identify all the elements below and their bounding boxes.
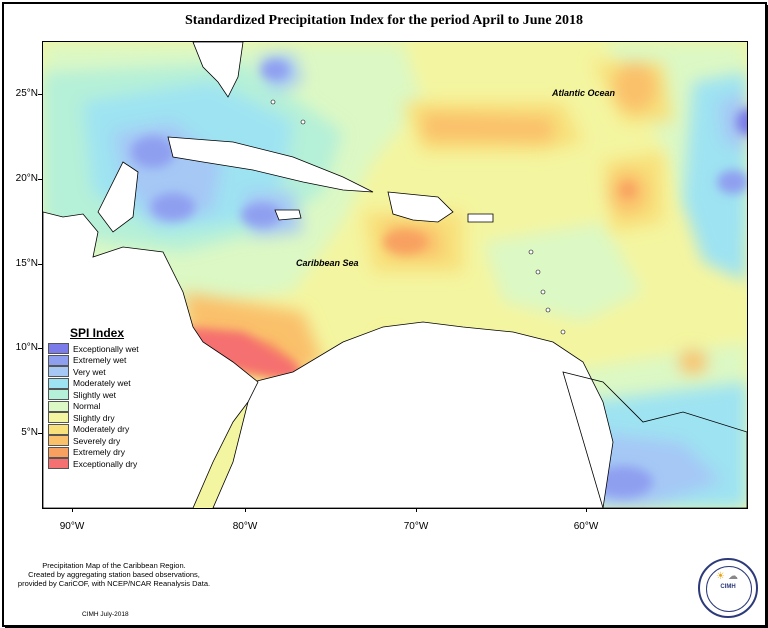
legend-item: Moderately dry bbox=[48, 423, 173, 436]
legend-item: Extremely dry bbox=[48, 446, 173, 459]
lon-tick-80w: 80°W bbox=[232, 521, 258, 532]
legend-swatch bbox=[48, 446, 69, 458]
spi-legend: SPI Index Exceptionally wet Extremely wet… bbox=[48, 326, 173, 470]
lon-tickmark bbox=[245, 508, 246, 512]
spi-map bbox=[42, 41, 748, 509]
legend-item: Extremely wet bbox=[48, 354, 173, 367]
lon-tick-90w: 90°W bbox=[59, 521, 85, 532]
legend-swatch bbox=[48, 458, 69, 470]
lat-tick-20n: 20°N bbox=[15, 173, 38, 184]
legend-item: Slightly dry bbox=[48, 412, 173, 424]
legend-swatch bbox=[48, 412, 69, 424]
lat-tickmark bbox=[38, 264, 42, 265]
legend-item: Normal bbox=[48, 400, 173, 413]
legend-item: Exceptionally wet bbox=[48, 343, 173, 355]
legend-swatch bbox=[48, 354, 69, 366]
legend-swatch bbox=[48, 423, 69, 435]
cimh-logo: ☀ ☁ CIMH bbox=[698, 558, 758, 618]
footer-line-2: Created by aggregating station based obs… bbox=[28, 570, 200, 579]
lon-tick-60w: 60°W bbox=[573, 521, 599, 532]
legend-swatch bbox=[48, 400, 69, 412]
legend-swatch bbox=[48, 389, 69, 401]
legend-swatch bbox=[48, 377, 69, 389]
lat-tickmark bbox=[38, 433, 42, 434]
legend-label: Moderately wet bbox=[73, 378, 131, 389]
lat-tickmark bbox=[38, 348, 42, 349]
lon-tickmark bbox=[72, 508, 73, 512]
map-title: Standardized Precipitation Index for the… bbox=[184, 13, 584, 28]
legend-label: Slightly wet bbox=[73, 389, 116, 400]
lon-tick-70w: 70°W bbox=[403, 521, 429, 532]
spi-map-canvas bbox=[43, 42, 747, 508]
lon-tickmark bbox=[586, 508, 587, 512]
legend-item: Slightly wet bbox=[48, 389, 173, 401]
cloud-icon: ☁ bbox=[728, 571, 738, 582]
sun-icon: ☀ bbox=[716, 571, 725, 582]
lat-tick-5n: 5°N bbox=[21, 427, 38, 438]
logo-ring bbox=[706, 566, 752, 612]
caribbean-sea-label: Caribbean Sea bbox=[296, 258, 359, 268]
legend-swatch bbox=[48, 435, 69, 447]
footer-line-3: provided by CariCOF, with NCEP/NCAR Rean… bbox=[17, 579, 211, 588]
legend-swatch bbox=[48, 343, 69, 355]
legend-label: Extremely wet bbox=[73, 355, 127, 366]
lat-tickmark bbox=[38, 179, 42, 180]
legend-label: Moderately dry bbox=[73, 424, 130, 435]
legend-label: Very wet bbox=[73, 366, 106, 377]
legend-label: Exceptionally wet bbox=[73, 343, 139, 354]
legend-item: Exceptionally dry bbox=[48, 458, 173, 470]
map-footer: Precipitation Map of the Caribbean Regio… bbox=[14, 561, 214, 588]
legend-item: Very wet bbox=[48, 366, 173, 378]
legend-label: Slightly dry bbox=[73, 412, 115, 423]
legend-item: Moderately wet bbox=[48, 377, 173, 390]
footer-date: CIMH July-2018 bbox=[82, 611, 129, 618]
legend-swatch bbox=[48, 366, 69, 378]
lat-tick-15n: 15°N bbox=[15, 258, 38, 269]
footer-line-1: Precipitation Map of the Caribbean Regio… bbox=[42, 561, 186, 570]
logo-text: CIMH bbox=[720, 584, 736, 590]
legend-item: Severely dry bbox=[48, 435, 173, 447]
lon-tickmark bbox=[416, 508, 417, 512]
legend-title: SPI Index bbox=[70, 326, 125, 340]
lat-tickmark bbox=[38, 94, 42, 95]
legend-label: Severely dry bbox=[73, 435, 121, 446]
legend-label: Normal bbox=[73, 401, 101, 412]
legend-label: Exceptionally dry bbox=[73, 458, 138, 469]
legend-label: Extremely dry bbox=[73, 447, 125, 458]
atlantic-ocean-label: Atlantic Ocean bbox=[552, 88, 616, 98]
lat-tick-10n: 10°N bbox=[15, 342, 38, 353]
lat-tick-25n: 25°N bbox=[15, 88, 38, 99]
